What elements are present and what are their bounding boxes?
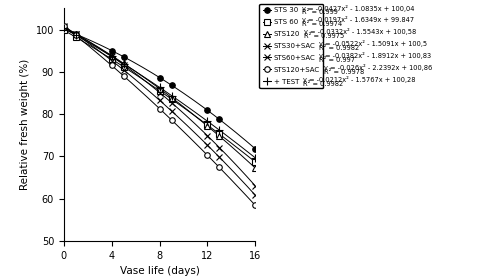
Text: y = -0.0332x² - 1.5543x + 100,58: y = -0.0332x² - 1.5543x + 100,58: [304, 28, 416, 35]
Text: y = -0.0427x² - 1.0835x + 100,04: y = -0.0427x² - 1.0835x + 100,04: [302, 4, 414, 11]
Text: y = -0.0522x² - 1.5091x + 100,5: y = -0.0522x² - 1.5091x + 100,5: [320, 40, 428, 47]
Text: R² = 0.999: R² = 0.999: [302, 10, 338, 15]
Text: R² = 0.9975: R² = 0.9975: [304, 33, 344, 39]
Text: R² = 0.9974: R² = 0.9974: [302, 21, 342, 27]
Text: R² = 0.997: R² = 0.997: [320, 57, 355, 63]
Text: R² = 0.9982: R² = 0.9982: [303, 81, 343, 87]
Text: R² = 0.9978: R² = 0.9978: [324, 69, 364, 75]
Text: y = -0.0212x² - 1.5767x + 100,28: y = -0.0212x² - 1.5767x + 100,28: [303, 76, 415, 83]
X-axis label: Vase life (days): Vase life (days): [120, 266, 199, 276]
Text: y = -0.0197x² - 1.6349x + 99.847: y = -0.0197x² - 1.6349x + 99.847: [302, 17, 414, 24]
Text: R² = 0.9982: R² = 0.9982: [320, 45, 360, 51]
Y-axis label: Relative fresh weight (%): Relative fresh weight (%): [20, 59, 30, 190]
Text: y = -0.0382x² - 1.8912x + 100,83: y = -0.0382x² - 1.8912x + 100,83: [320, 52, 432, 59]
Text: y = -0.026x² - 2.2392x + 100,86: y = -0.026x² - 2.2392x + 100,86: [324, 64, 432, 71]
Legend: STS 30, STS 60, STS120, STS30+SAC, STS60+SAC, STS120+SAC, + TEST: STS 30, STS 60, STS120, STS30+SAC, STS60…: [259, 4, 324, 88]
